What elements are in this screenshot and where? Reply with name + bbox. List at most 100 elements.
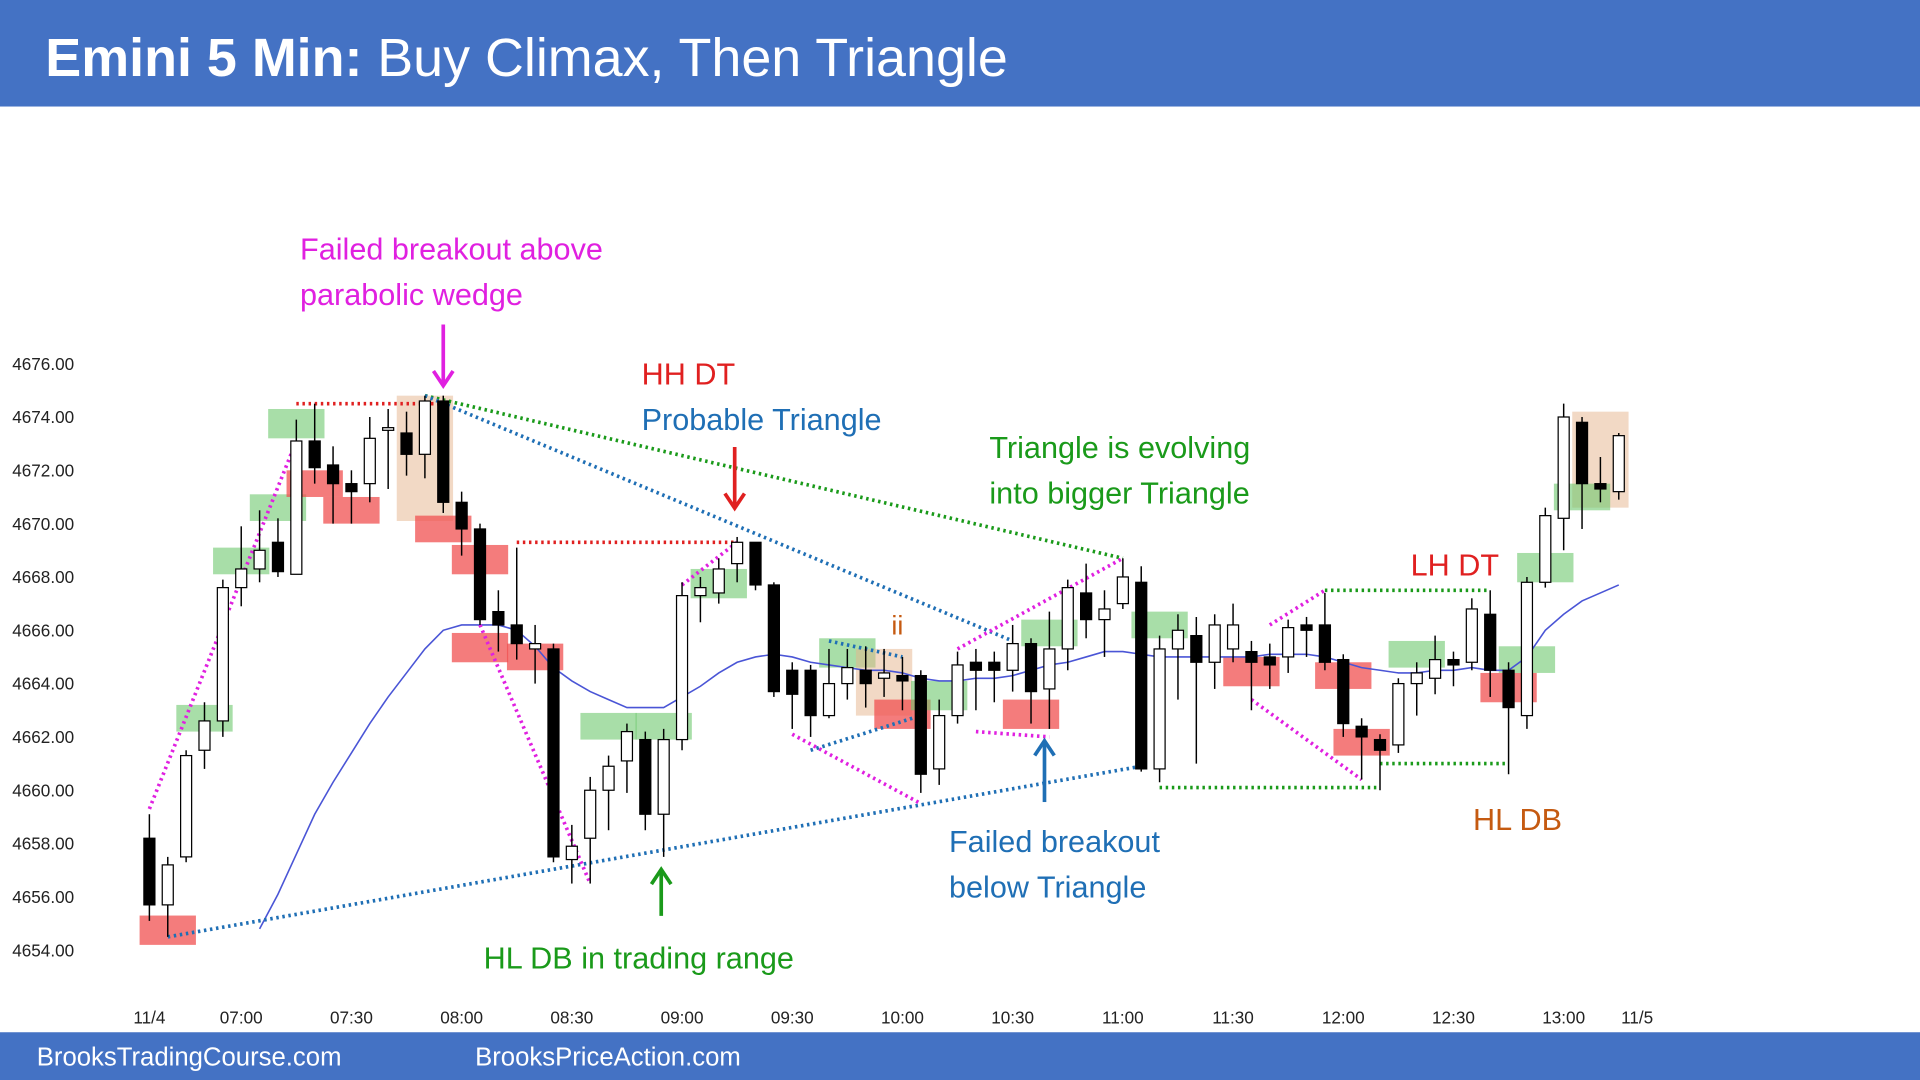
annotation: HL DB bbox=[1473, 803, 1562, 837]
candle-body bbox=[1006, 642, 1019, 671]
x-tick-label: 11/4 bbox=[133, 1008, 166, 1028]
footer-link: BrooksTradingCourse.com bbox=[37, 1043, 342, 1071]
y-tick-label: 4656.00 bbox=[12, 887, 74, 907]
x-tick-label: 11:00 bbox=[1102, 1008, 1144, 1028]
x-tick-label: 09:00 bbox=[661, 1008, 704, 1028]
annotation: Failed breakout bbox=[949, 825, 1160, 859]
candle-body bbox=[216, 587, 229, 722]
candle-body bbox=[675, 595, 689, 741]
candle-body bbox=[1428, 658, 1442, 679]
y-tick-label: 4674.00 bbox=[12, 407, 74, 427]
y-tick-label: 4662.00 bbox=[12, 727, 74, 747]
candle-body bbox=[473, 528, 487, 621]
candle-body bbox=[1226, 624, 1240, 650]
candle-body bbox=[1594, 483, 1607, 490]
candle-body bbox=[547, 648, 560, 858]
x-tick-label: 10:30 bbox=[991, 1008, 1034, 1028]
candle-body bbox=[1190, 634, 1203, 663]
candle-body bbox=[290, 440, 303, 575]
x-tick-label: 11/5 bbox=[1621, 1008, 1653, 1028]
annotation: LH DT bbox=[1411, 549, 1499, 583]
candle-body bbox=[180, 754, 193, 858]
candle-body bbox=[161, 864, 174, 906]
candle-body bbox=[712, 568, 725, 594]
candle-body bbox=[345, 483, 358, 493]
candle-body bbox=[988, 661, 1001, 671]
candle-body bbox=[602, 765, 615, 791]
candle-body bbox=[1263, 656, 1276, 666]
candle-body bbox=[1080, 592, 1093, 621]
y-tick-label: 4654.00 bbox=[12, 940, 74, 960]
annotation: Probable Triangle bbox=[642, 403, 882, 437]
candle-body bbox=[749, 541, 762, 586]
x-tick-label: 12:00 bbox=[1322, 1008, 1365, 1028]
x-tick-label: 09:30 bbox=[771, 1008, 814, 1028]
candle-body bbox=[731, 541, 744, 565]
candle-body bbox=[382, 427, 395, 431]
candle-body bbox=[510, 624, 523, 645]
x-tick-label: 07:00 bbox=[220, 1008, 263, 1028]
candle-body bbox=[1373, 738, 1387, 751]
candle-body bbox=[1245, 650, 1258, 663]
candle-body bbox=[877, 672, 891, 679]
candle-body bbox=[326, 464, 340, 485]
candle-body bbox=[363, 437, 376, 485]
candle-body bbox=[308, 440, 321, 469]
candle-body bbox=[437, 400, 450, 503]
candle-body bbox=[914, 674, 927, 775]
candle-body bbox=[822, 682, 836, 717]
footer-link: BrooksPriceAction.com bbox=[475, 1043, 741, 1071]
candle-body bbox=[1300, 624, 1313, 631]
candle-body bbox=[1539, 515, 1552, 583]
x-tick-label: 13:00 bbox=[1542, 1008, 1585, 1028]
candle-body bbox=[253, 549, 266, 570]
y-tick-label: 4668.00 bbox=[12, 567, 74, 587]
candle-body bbox=[694, 587, 707, 597]
arrows bbox=[431, 324, 1056, 916]
signal-zone bbox=[451, 632, 509, 663]
candle-body bbox=[620, 730, 634, 762]
x-tick-label: 12:30 bbox=[1432, 1008, 1475, 1028]
candle-body bbox=[198, 720, 211, 751]
candle-body bbox=[418, 400, 432, 455]
candle-body bbox=[1465, 608, 1478, 663]
candle-body bbox=[969, 661, 983, 671]
candle-body bbox=[804, 669, 817, 717]
candle-body bbox=[271, 541, 285, 573]
y-tick-label: 4666.00 bbox=[12, 620, 74, 640]
candle-body bbox=[1410, 672, 1423, 685]
candle-body bbox=[1043, 648, 1056, 690]
candle-body bbox=[400, 432, 413, 455]
annotation: below Triangle bbox=[949, 871, 1146, 905]
y-tick-label: 4672.00 bbox=[12, 460, 74, 480]
candle-body bbox=[1208, 624, 1221, 663]
candle-body bbox=[1355, 725, 1368, 738]
annotation: HL DB in trading range bbox=[484, 942, 794, 976]
candle-body bbox=[933, 714, 946, 770]
candle-body bbox=[896, 674, 909, 682]
x-tick-label: 08:00 bbox=[440, 1008, 483, 1028]
annotation: Triangle is evolving bbox=[989, 431, 1250, 465]
candle-body bbox=[565, 845, 578, 861]
candle-body bbox=[786, 669, 799, 695]
candle-body bbox=[1153, 648, 1166, 770]
candle-body bbox=[1575, 421, 1589, 485]
candle-body bbox=[1135, 581, 1148, 770]
plot bbox=[143, 393, 1625, 939]
trend-line bbox=[1250, 698, 1363, 782]
candle-body bbox=[1502, 669, 1515, 709]
candle-body bbox=[1098, 608, 1111, 621]
candle-body bbox=[1520, 581, 1534, 717]
trend-line bbox=[810, 713, 922, 753]
candle-body bbox=[1557, 416, 1570, 519]
candle-body bbox=[455, 501, 468, 530]
moving-average bbox=[258, 584, 1620, 930]
trend-line bbox=[1268, 588, 1326, 627]
annotation: into bigger Triangle bbox=[989, 476, 1249, 510]
trend-line bbox=[975, 729, 1050, 739]
x-tick-label: 10:00 bbox=[881, 1008, 924, 1028]
footer-bar bbox=[0, 1032, 1920, 1080]
candle-body bbox=[143, 837, 156, 906]
